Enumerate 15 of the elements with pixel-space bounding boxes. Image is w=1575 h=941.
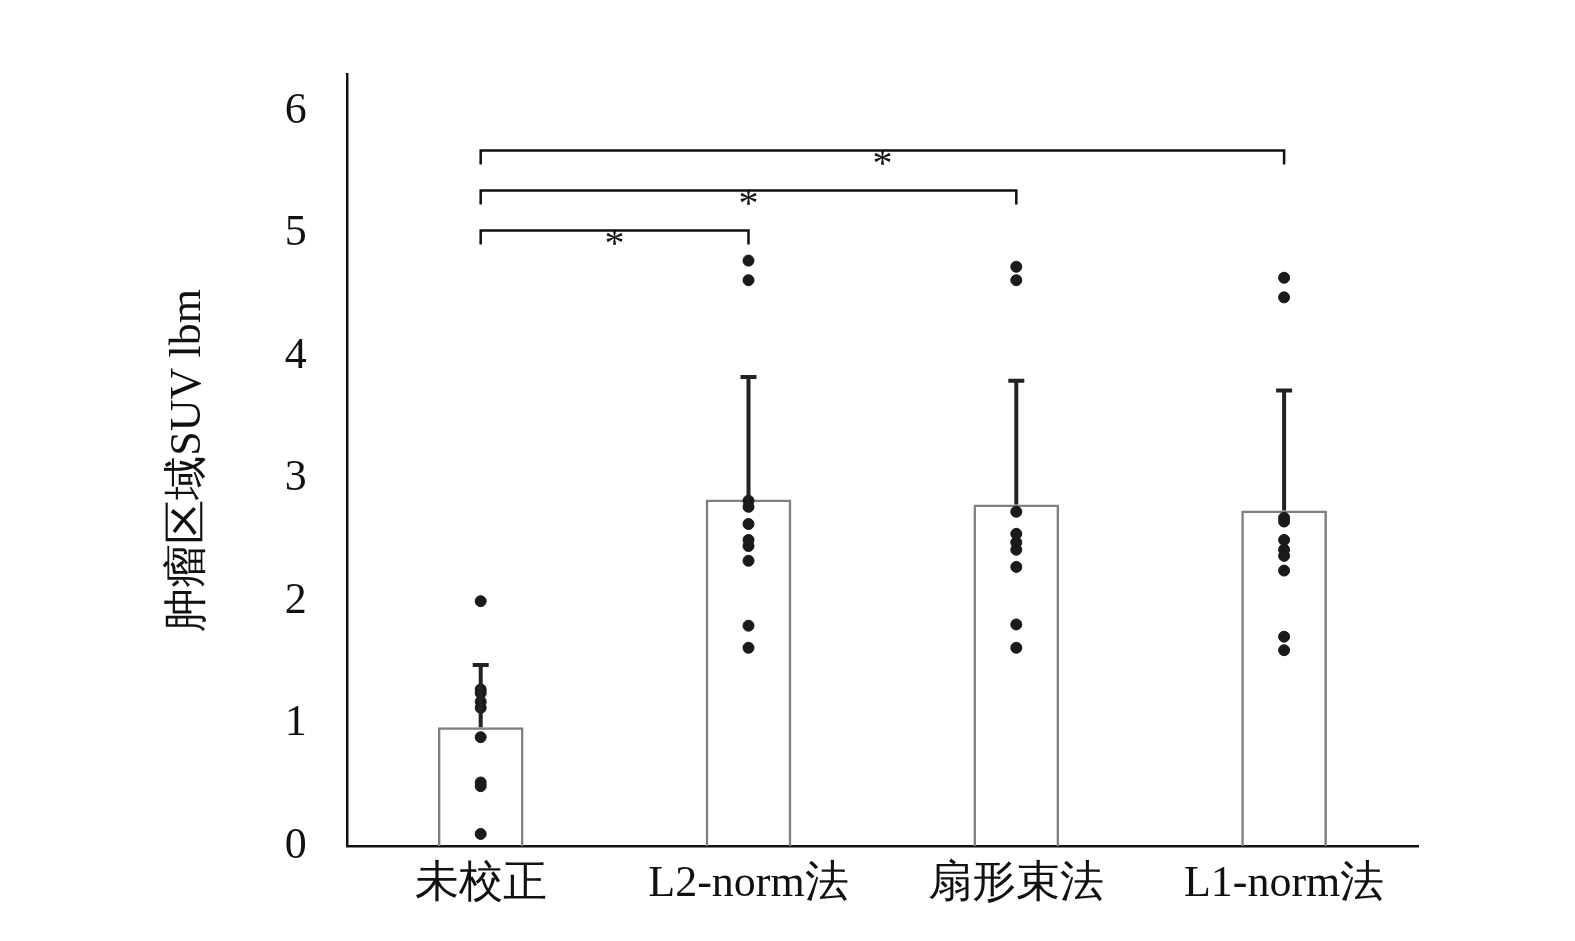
y-tick-label: 1 [284,696,307,746]
x-tick-label: 扇形束法 [928,857,1105,907]
y-tick-label: 4 [284,328,307,378]
y-tick-label: 2 [284,573,307,623]
x-tick-label: L2-norm法 [648,857,849,907]
y-tick-label: 6 [284,83,307,133]
x-tick-label: 未校正 [414,857,547,907]
annotation: * [872,140,893,186]
annotation: * [604,220,625,266]
x-tick-label: L1-norm法 [1183,857,1385,907]
y-tick-label: 5 [284,206,307,256]
annotation: * [738,180,759,226]
y-tick-label: 0 [284,818,307,868]
y-axis-title: 肿瘤区域SUV lbm [160,288,210,632]
y-tick-label: 3 [284,451,307,501]
